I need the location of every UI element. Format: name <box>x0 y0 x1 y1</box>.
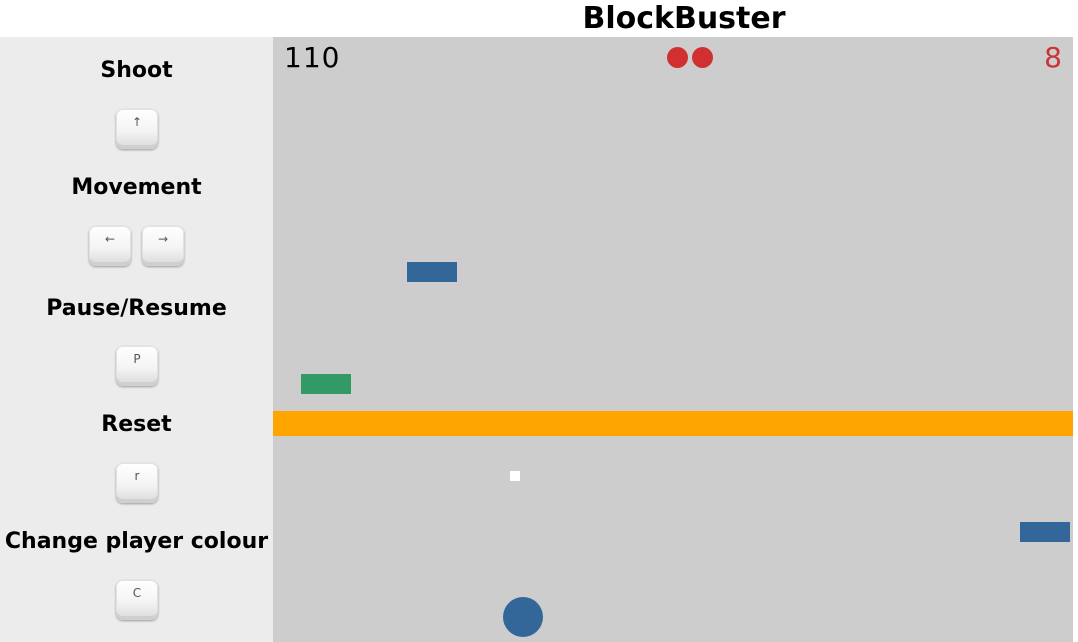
level-display: 8 <box>1044 41 1062 74</box>
life-icon <box>692 47 713 68</box>
player-ball <box>503 597 543 637</box>
bullet <box>510 471 520 481</box>
barrier-line <box>273 411 1073 436</box>
score-display: 110 <box>284 41 341 74</box>
control-label-reset: Reset <box>101 412 172 437</box>
control-label-shoot: Shoot <box>100 58 173 83</box>
game-title: BlockBuster <box>582 1 786 36</box>
control-label-movement: Movement <box>71 175 202 200</box>
controls-sidebar: Shoot ↑ Movement ← → Pause/Resume P Rese… <box>0 37 273 642</box>
control-label-pause-resume: Pause/Resume <box>46 296 227 321</box>
enemy-block-blue <box>1020 522 1070 542</box>
arrow-right-key-icon: → <box>142 226 184 266</box>
arrow-left-key-icon: ← <box>89 226 131 266</box>
r-key-icon: r <box>116 463 158 503</box>
enemy-block-blue <box>407 262 457 282</box>
c-key-icon: C <box>116 580 158 620</box>
game-canvas[interactable]: 110 8 <box>273 37 1073 642</box>
lives-indicator <box>667 47 713 68</box>
enemy-block-green <box>301 374 351 394</box>
p-key-icon: P <box>116 346 158 386</box>
life-icon <box>667 47 688 68</box>
arrow-up-key-icon: ↑ <box>116 109 158 149</box>
control-label-change-player-colour: Change player colour <box>4 529 269 554</box>
